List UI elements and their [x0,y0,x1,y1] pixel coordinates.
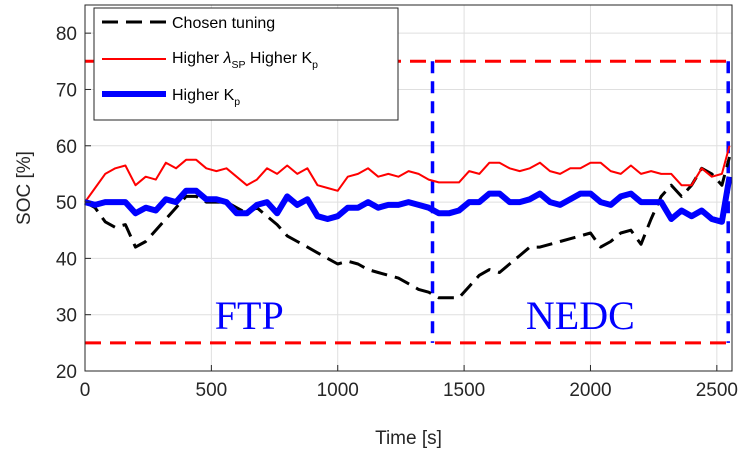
legend-k-subscript: p [312,59,318,71]
region-label-ftp: FTP [215,293,284,338]
legend: Chosen tuning Higher λSP Higher Kp Highe… [93,7,399,121]
legend-label-higher-lambda-higher-kp: Higher λSP Higher Kp [172,50,318,71]
legend-box [93,7,399,121]
x-tick-label: 0 [80,380,91,401]
series-line-0 [84,156,731,300]
region-label-nedc: NEDC [526,293,635,338]
y-tick-label: 70 [56,80,77,101]
y-tick-label: 20 [56,362,77,383]
x-tick-label: 1000 [317,380,359,401]
y-tick-label: 50 [56,193,77,214]
legend-text-part: Higher K [245,50,312,67]
x-axis-title: Time [s] [375,428,442,449]
series-line-2 [84,176,733,225]
y-tick-label: 40 [56,249,77,270]
legend-text-part: Higher [172,50,224,67]
legend-text-part: Higher K [172,87,235,104]
legend-k-subscript: p [234,96,240,108]
legend-lambda-subscript: SP [231,59,245,71]
legend-label-chosen-tuning: Chosen tuning [172,15,275,32]
legend-label-higher-kp: Higher Kp [172,87,240,108]
y-tick-label: 60 [56,137,77,158]
y-axis-title: SOC [%] [14,151,35,225]
y-tick-label: 30 [56,306,77,327]
y-tick-label: 80 [56,24,77,45]
plot-frame [84,4,733,372]
data-series [84,145,733,300]
x-tick-label: 2000 [569,380,611,401]
x-tick-label: 500 [196,380,228,401]
x-tick-label: 1500 [443,380,485,401]
series-line-1 [84,145,731,203]
x-tick-label: 2500 [696,380,738,401]
axis-ticks: 0 500 1000 1500 2000 2500 20 30 40 50 60 70 80 [56,24,738,401]
legend-lambda-symbol: λ [223,50,232,67]
